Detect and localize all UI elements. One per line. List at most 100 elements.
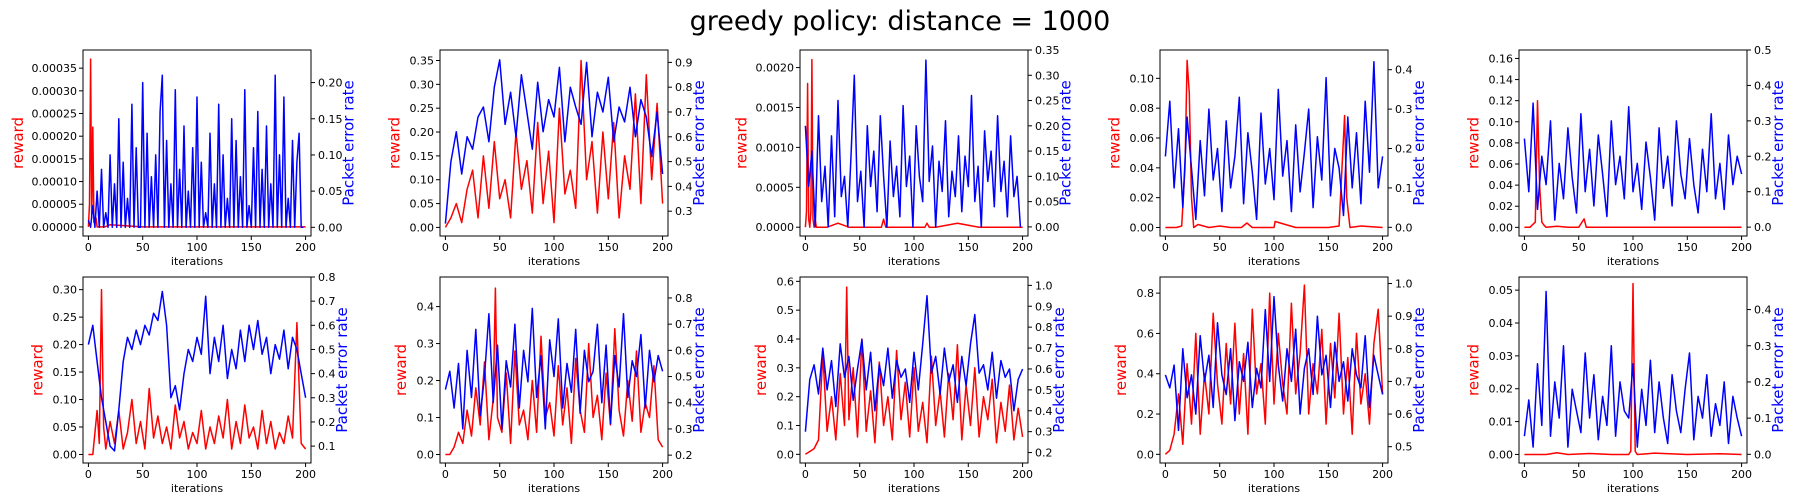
left-y-tick-label: 0.00030 bbox=[32, 85, 78, 98]
right-y-tick-label: 0.2 bbox=[318, 416, 336, 429]
right-y-tick-label: 0.4 bbox=[675, 180, 693, 193]
right-y-tick-label: 0.8 bbox=[675, 292, 693, 305]
right-y-tick-label: 1.0 bbox=[1035, 279, 1053, 292]
x-tick-label: 0 bbox=[1162, 468, 1169, 481]
right-y-tick-label: 0.9 bbox=[1035, 300, 1053, 313]
x-axis-label: iterations bbox=[1248, 482, 1300, 495]
x-tick-label: 200 bbox=[1372, 468, 1393, 481]
right-y-tick-label: 0.6 bbox=[318, 319, 336, 332]
left-y-tick-label: 0.2 bbox=[417, 375, 435, 388]
x-tick-label: 0 bbox=[85, 468, 92, 481]
left-y-tick-label: 0.0015 bbox=[756, 101, 795, 114]
subplot-4: 0 50 100 150 200 iterations 0.00 0.02 0.04 0.06 0.… bbox=[1106, 49, 1428, 268]
x-tick-label: 50 bbox=[493, 468, 507, 481]
subplot-10: 0 50 100 150 200 iterations 0.00 0.01 0.02 0.03 0.… bbox=[1465, 276, 1787, 495]
right-y-tick-label: 0.7 bbox=[1395, 375, 1413, 388]
reward-line bbox=[804, 58, 1023, 228]
left-y-tick-label: 0.05 bbox=[53, 421, 78, 434]
left-y-tick-label: 0.00 bbox=[410, 221, 435, 234]
right-y-tick-label: 0.6 bbox=[1035, 363, 1053, 376]
right-y-tick-label: 0.5 bbox=[1035, 384, 1053, 397]
right-y-axis-label: Packet error rate bbox=[1050, 307, 1068, 432]
left-y-tick-label: 0.04 bbox=[1489, 179, 1514, 192]
left-y-tick-label: 0.4 bbox=[417, 301, 435, 314]
subplot-5: 0 50 100 150 200 iterations 0.00 0.02 0.04 0.06 0.… bbox=[1465, 44, 1787, 268]
left-y-tick-label: 0.00035 bbox=[32, 62, 78, 75]
left-y-tick-label: 0.00025 bbox=[32, 108, 78, 121]
left-y-tick-label: 0.10 bbox=[410, 174, 435, 187]
x-tick-label: 100 bbox=[187, 468, 208, 481]
left-y-tick-label: 0.0010 bbox=[756, 141, 795, 154]
right-y-tick-label: 0.20 bbox=[318, 77, 343, 90]
reward-line bbox=[88, 288, 307, 456]
right-y-tick-label: 0.1 bbox=[1754, 186, 1772, 199]
right-y-tick-label: 0.4 bbox=[675, 397, 693, 410]
x-tick-label: 0 bbox=[802, 241, 809, 254]
axes-frame bbox=[82, 276, 312, 464]
left-y-tick-label: 0.15 bbox=[53, 366, 78, 379]
left-y-tick-label: 0.02 bbox=[1489, 200, 1514, 213]
left-y-tick-label: 0.00020 bbox=[32, 130, 78, 143]
subplot-9: 0 50 100 150 200 iterations 0.0 0.2 0.4 0.6 0.8 0.5… bbox=[1112, 276, 1428, 495]
x-tick-label: 150 bbox=[958, 241, 979, 254]
x-tick-label: 0 bbox=[442, 241, 449, 254]
left-y-axis-label: reward bbox=[29, 344, 47, 396]
right-y-tick-label: 0.4 bbox=[318, 368, 336, 381]
right-y-tick-label: 0.35 bbox=[1035, 44, 1060, 57]
right-y-tick-label: 0.15 bbox=[318, 113, 343, 126]
subplot-7: 0 50 100 150 200 iterations 0.0 0.1 0.2 0.3 0.4 0.2… bbox=[392, 276, 708, 495]
left-y-tick-label: 0.2 bbox=[1137, 408, 1155, 421]
x-tick-label: 100 bbox=[544, 241, 565, 254]
x-tick-label: 150 bbox=[1677, 468, 1698, 481]
left-y-tick-label: 0.6 bbox=[777, 275, 795, 288]
right-y-tick-label: 0.5 bbox=[318, 343, 336, 356]
x-tick-label: 0 bbox=[442, 468, 449, 481]
right-y-tick-label: 0.9 bbox=[675, 56, 693, 69]
packet-error-line bbox=[87, 74, 304, 229]
packet-error-line bbox=[1164, 295, 1384, 432]
right-y-axis-label: Packet error rate bbox=[1410, 307, 1428, 432]
left-y-tick-label: 0.8 bbox=[1137, 287, 1155, 300]
reward-line bbox=[804, 286, 1024, 455]
x-tick-label: 50 bbox=[1572, 241, 1586, 254]
left-y-tick-label: 0.16 bbox=[1489, 52, 1514, 65]
right-y-tick-label: 0.5 bbox=[675, 156, 693, 169]
left-y-tick-label: 0.00 bbox=[1489, 221, 1514, 234]
right-y-tick-label: 0.3 bbox=[318, 392, 336, 405]
right-y-tick-label: 0.3 bbox=[675, 423, 693, 436]
x-tick-label: 0 bbox=[1521, 468, 1528, 481]
left-y-tick-label: 0.0005 bbox=[756, 181, 795, 194]
left-y-tick-label: 0.04 bbox=[1130, 162, 1155, 175]
x-tick-label: 50 bbox=[1572, 468, 1586, 481]
right-y-tick-label: 0.0 bbox=[1754, 448, 1772, 461]
right-y-tick-label: 0.3 bbox=[1754, 115, 1772, 128]
left-y-tick-label: 0.00 bbox=[1489, 448, 1514, 461]
left-y-axis-label: reward bbox=[386, 117, 404, 169]
x-tick-label: 200 bbox=[652, 468, 673, 481]
left-y-axis-label: reward bbox=[732, 117, 750, 169]
x-tick-label: 100 bbox=[904, 468, 925, 481]
right-y-tick-label: 0.2 bbox=[1754, 376, 1772, 389]
x-tick-label: 200 bbox=[1372, 241, 1393, 254]
left-y-tick-label: 0.02 bbox=[1489, 383, 1514, 396]
left-y-tick-label: 0.3 bbox=[417, 338, 435, 351]
right-y-tick-label: 0.3 bbox=[675, 205, 693, 218]
x-tick-label: 200 bbox=[1012, 468, 1033, 481]
right-y-tick-label: 0.7 bbox=[1035, 342, 1053, 355]
right-y-tick-label: 1.0 bbox=[1395, 278, 1413, 291]
left-y-tick-label: 0.00 bbox=[53, 448, 78, 461]
x-tick-label: 100 bbox=[1264, 241, 1285, 254]
left-y-tick-label: 0.00005 bbox=[32, 198, 78, 211]
right-y-tick-label: 0.8 bbox=[318, 271, 336, 284]
right-y-tick-label: 0.30 bbox=[1035, 69, 1060, 82]
x-axis-label: iterations bbox=[1248, 255, 1300, 268]
x-tick-label: 50 bbox=[136, 468, 150, 481]
x-tick-label: 150 bbox=[241, 468, 262, 481]
x-tick-label: 100 bbox=[1623, 241, 1644, 254]
left-y-tick-label: 0.06 bbox=[1489, 158, 1514, 171]
figure-title: greedy policy: distance = 1000 bbox=[690, 6, 1111, 37]
left-y-tick-label: 0.3 bbox=[777, 362, 795, 375]
reward-line bbox=[1164, 284, 1384, 455]
subplot-8: 0 50 100 150 200 iterations 0.0 0.1 0.2 0.3 0.4 0.5… bbox=[752, 275, 1068, 495]
subplot-2: 0 50 100 150 200 iterations 0.00 0.05 0.10 0.15 0.… bbox=[386, 49, 708, 268]
